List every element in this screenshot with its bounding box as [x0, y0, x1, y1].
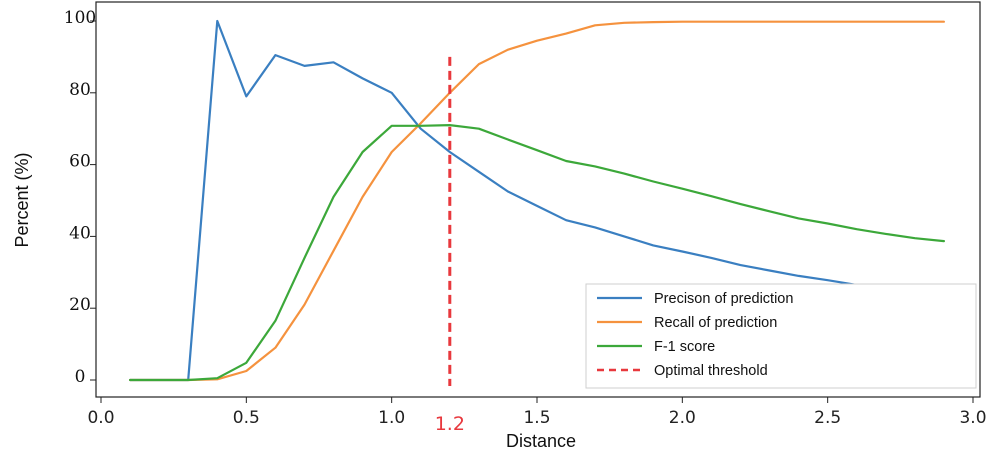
series-line-1: [129, 20, 946, 382]
legend-label: Optimal threshold: [654, 363, 768, 379]
y-tick-labels: 0 20 40 60 80 100: [64, 8, 96, 387]
threshold-tick-label: 1.2: [435, 413, 465, 435]
x-tick-label: 3.0: [959, 408, 986, 428]
x-tick-label: 0.0: [87, 408, 114, 428]
x-tick-label: 2.5: [814, 408, 841, 428]
y-tick-label: 80: [69, 80, 91, 100]
y-tick-label: 40: [69, 223, 91, 243]
legend: Precison of prediction Recall of predicti…: [585, 283, 977, 389]
x-tick-label: 2.0: [669, 408, 696, 428]
y-axis-label: Percent (%): [12, 152, 32, 247]
series-line-2: [129, 123, 946, 382]
y-tick-label: 100: [64, 8, 96, 28]
legend-label: Recall of prediction: [654, 315, 777, 331]
x-tick-label: 0.5: [233, 408, 260, 428]
y-tick-label: 0: [75, 367, 86, 387]
x-tick-label: 1.5: [523, 408, 550, 428]
series-line-0: [129, 19, 946, 382]
plot-area-frame: [95, 1, 981, 398]
legend-label: Precison of prediction: [654, 291, 793, 307]
x-axis-label: Distance: [506, 431, 576, 451]
y-tick-label: 60: [69, 152, 91, 172]
y-tick-label: 20: [69, 295, 91, 315]
legend-label: F-1 score: [654, 339, 715, 355]
series-lines: [129, 19, 946, 382]
x-tick-labels: 0.0 0.5 1.0 1.5 2.0 2.5 3.0 1.2: [87, 397, 987, 435]
x-tick-label: 1.0: [378, 408, 405, 428]
legend-box: [585, 283, 977, 389]
